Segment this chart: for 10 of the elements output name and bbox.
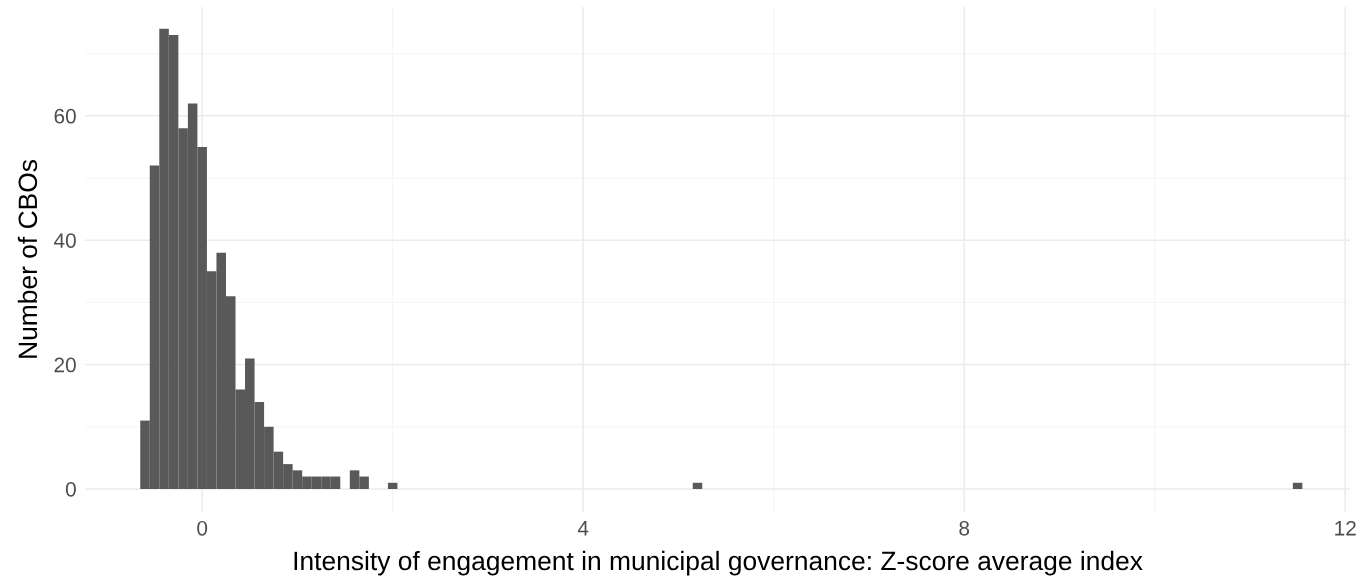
y-tick-label: 0 xyxy=(65,481,76,497)
x-tick-label: 12 xyxy=(1335,520,1356,536)
y-tick-label: 20 xyxy=(54,357,76,373)
x-axis-title: Intensity of engagement in municipal governance: Z-score average index xyxy=(294,550,1143,576)
x-tick-label: 0 xyxy=(197,520,208,536)
y-tick-label: 60 xyxy=(54,108,76,124)
y-axis-title: Number of CBOs xyxy=(17,160,38,358)
x-tick-label: 4 xyxy=(577,521,589,536)
x-tick-label: 8 xyxy=(959,520,970,536)
y-tick-label: 40 xyxy=(53,233,76,248)
